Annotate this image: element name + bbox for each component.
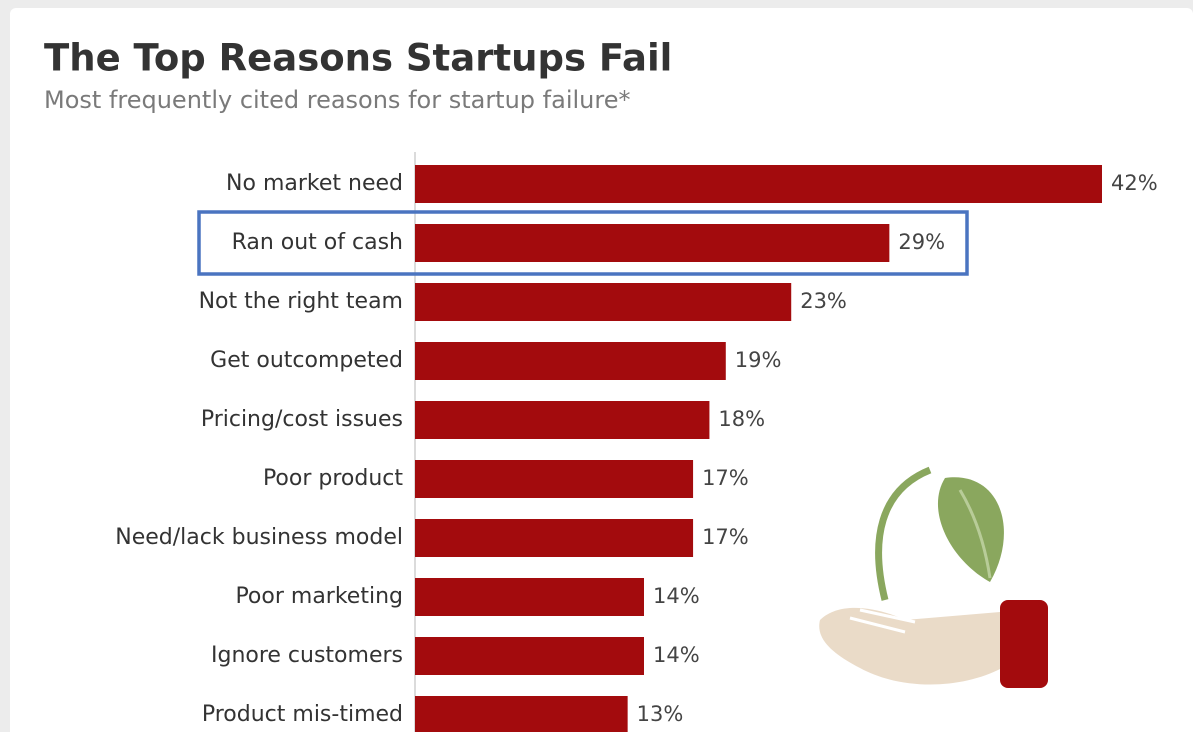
hand [819,607,1002,685]
category-label: Not the right team [199,289,403,314]
value-label: 14% [653,643,700,667]
category-label: No market need [226,171,403,196]
bar [415,401,710,439]
category-label: Pricing/cost issues [201,407,403,432]
bar [415,165,1102,203]
category-label: Need/lack business model [115,525,403,550]
bar [415,224,890,262]
chart-subtitle: Most frequently cited reasons for startu… [44,86,630,114]
stem [875,466,932,601]
bar [415,637,644,675]
value-label: 23% [800,289,847,313]
bar [415,283,792,321]
category-label: Get outcompeted [210,348,403,373]
value-label: 13% [637,702,684,726]
bar [415,696,628,732]
category-label: Product mis-timed [202,702,403,727]
bars: No market need 42% Ran out of cash 29% Not t… [115,165,1158,732]
bar [415,342,726,380]
category-label: Poor product [263,466,403,491]
category-label: Ignore customers [211,643,403,668]
fingers [849,608,916,634]
value-label: 19% [735,348,782,372]
value-label: 42% [1111,171,1158,195]
value-label: 18% [718,407,765,431]
bar [415,519,694,557]
value-label: 17% [702,466,749,490]
bar [415,460,694,498]
bar [415,578,644,616]
cuff [1000,600,1048,688]
value-label: 29% [898,230,945,254]
leaf [937,477,1004,582]
highlight-box [197,210,969,276]
category-label: Poor marketing [235,584,403,609]
chart-title: The Top Reasons Startups Fail [44,37,672,80]
plant-illustration [819,466,1048,688]
value-label: 17% [702,525,749,549]
value-label: 14% [653,584,700,608]
leaf-vein [958,489,992,579]
category-label: Ran out of cash [232,230,403,255]
